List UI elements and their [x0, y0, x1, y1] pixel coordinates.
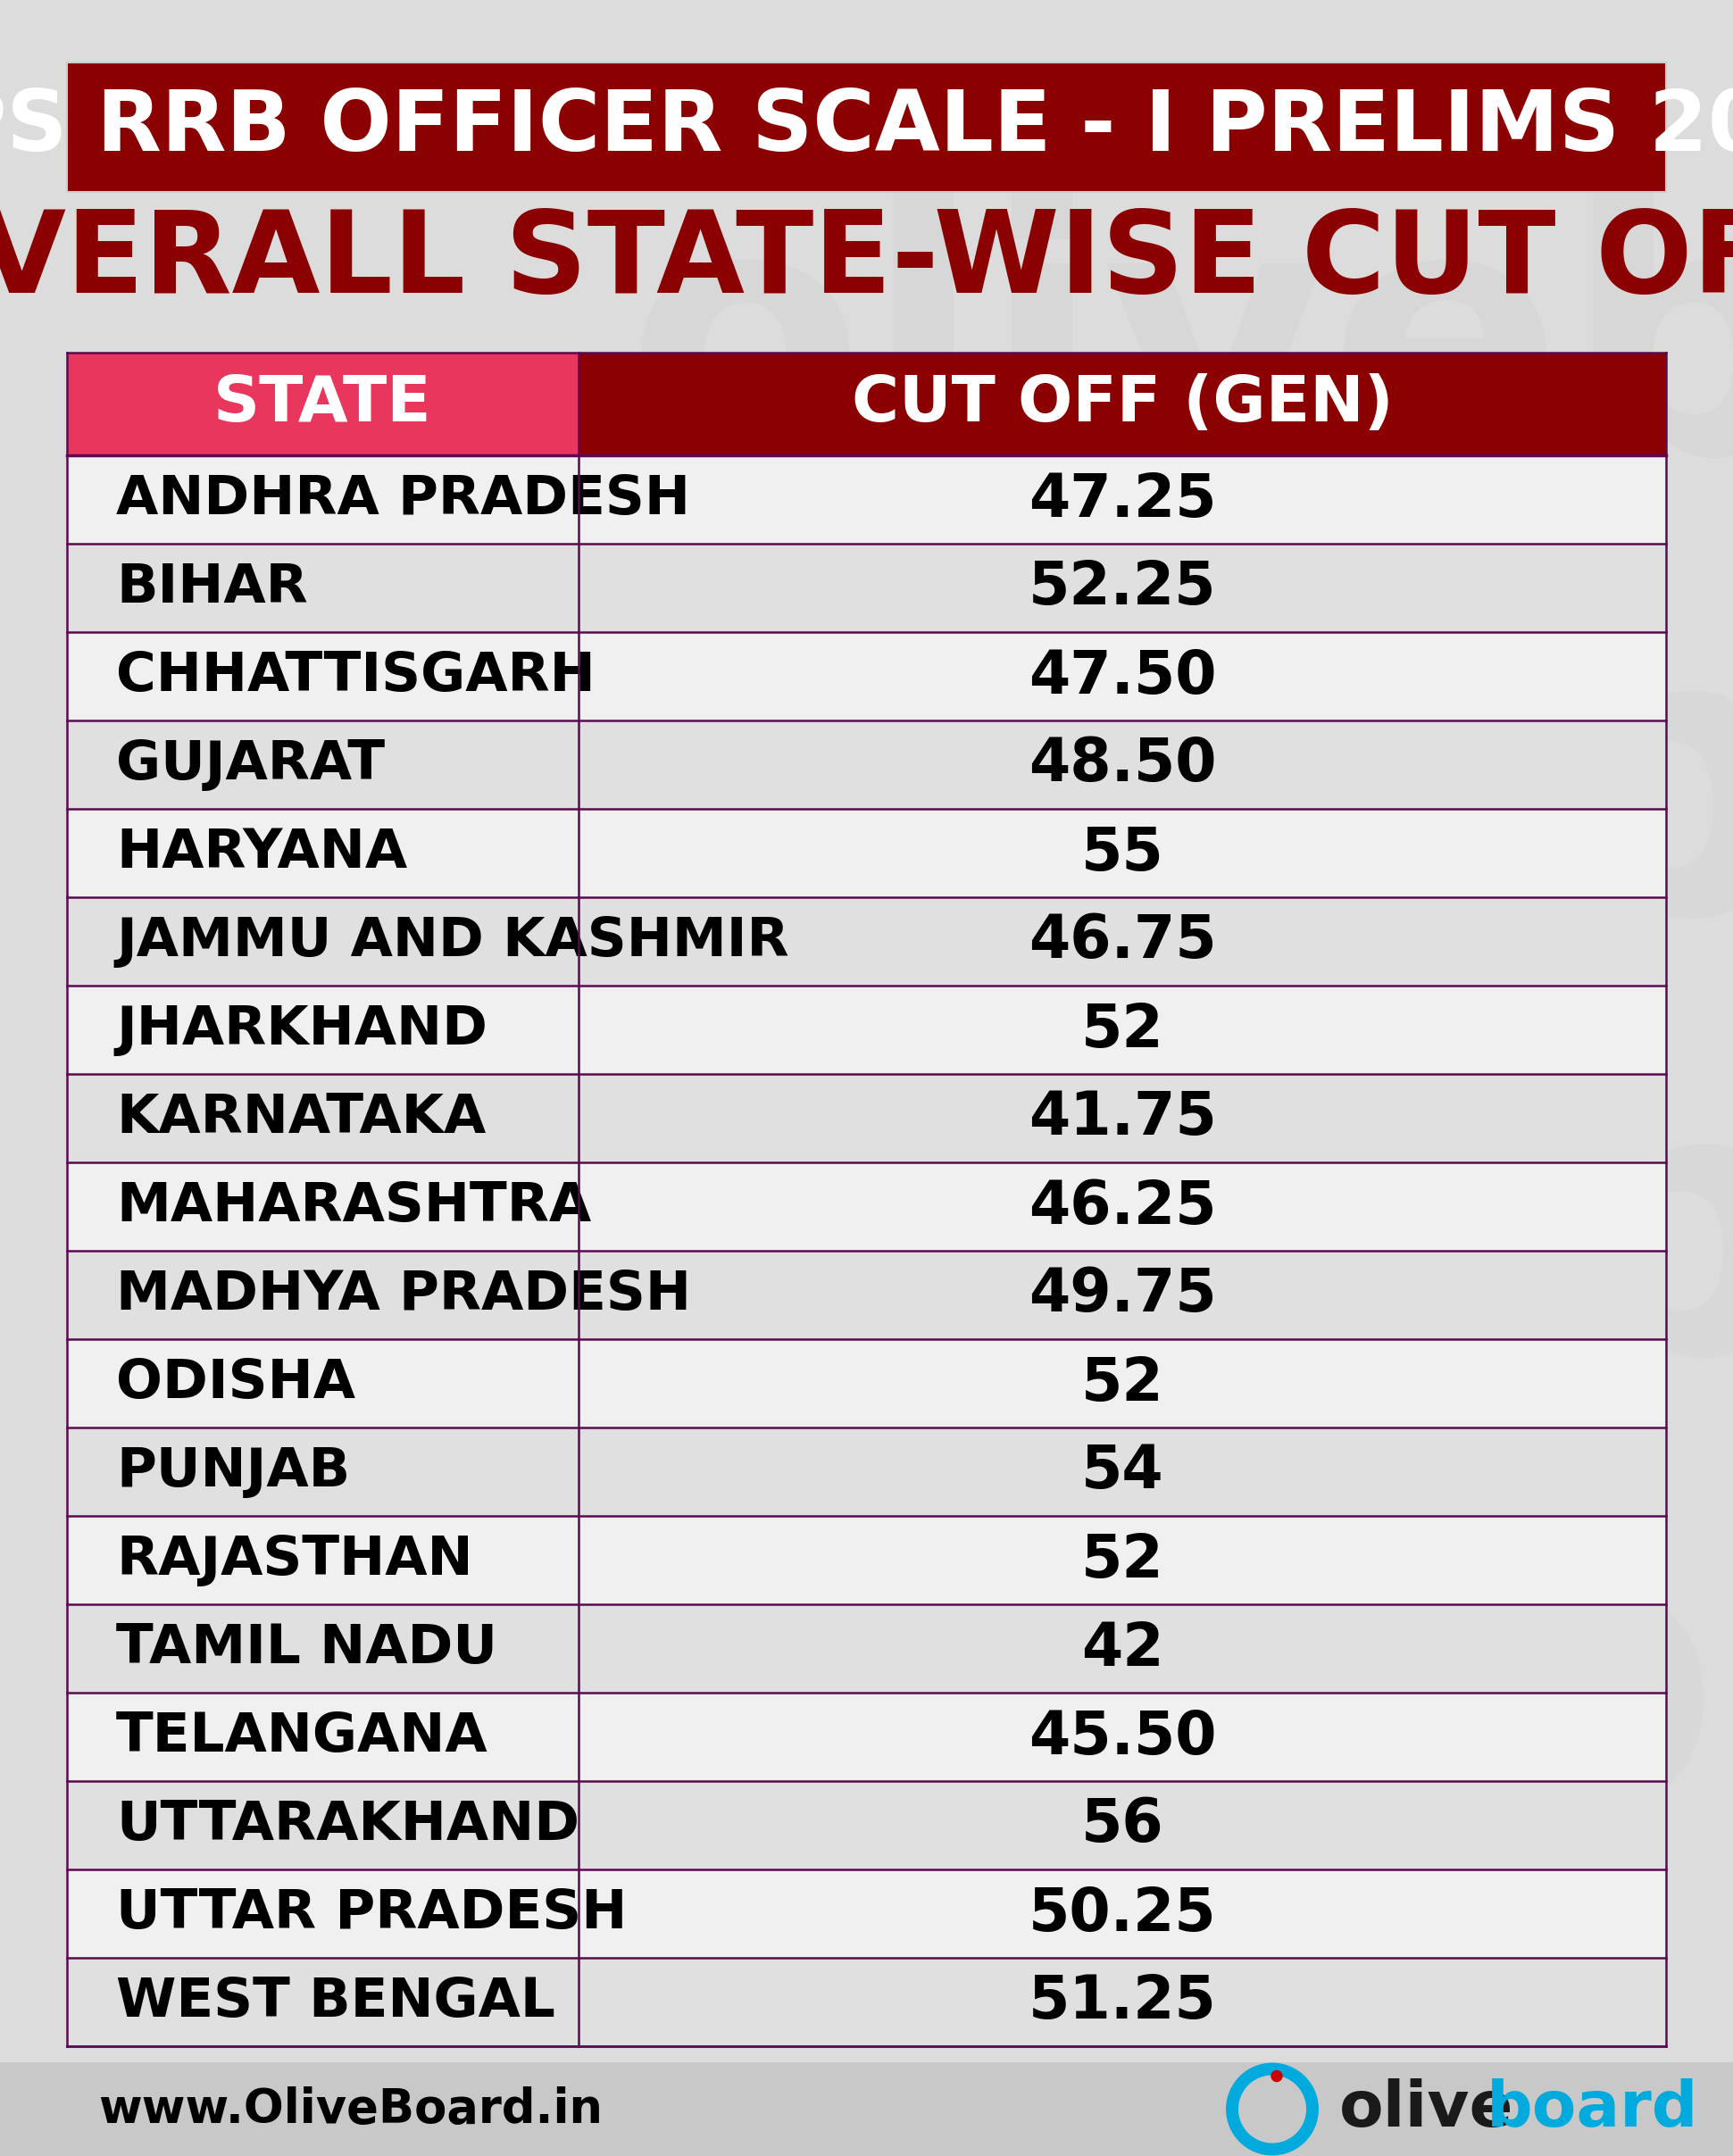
Text: JAMMU AND KASHMIR: JAMMU AND KASHMIR: [116, 914, 789, 968]
Text: WEST BENGAL: WEST BENGAL: [116, 1975, 555, 2029]
Text: 47.25: 47.25: [1028, 470, 1217, 528]
Text: JHARKHAND: JHARKHAND: [116, 1003, 487, 1056]
Text: 51.25: 51.25: [1028, 1973, 1217, 2031]
Text: GUJARAT: GUJARAT: [116, 737, 385, 791]
Text: 52: 52: [1081, 1000, 1163, 1059]
FancyBboxPatch shape: [68, 897, 1665, 985]
Text: IBPS RRB OFFICER SCALE - I PRELIMS 2017: IBPS RRB OFFICER SCALE - I PRELIMS 2017: [0, 86, 1733, 168]
Text: CHHATTISGARH: CHHATTISGARH: [116, 649, 596, 703]
Text: 54: 54: [1081, 1442, 1163, 1501]
Text: 45.50: 45.50: [1028, 1708, 1217, 1766]
Text: 48.50: 48.50: [1028, 735, 1217, 793]
FancyBboxPatch shape: [68, 720, 1665, 808]
FancyBboxPatch shape: [68, 1604, 1665, 1692]
Text: MAHARASHTRA: MAHARASHTRA: [116, 1179, 591, 1233]
Text: olive: olive: [1340, 2078, 1515, 2141]
Text: UTTAR PRADESH: UTTAR PRADESH: [116, 1886, 627, 1940]
Text: 41.75: 41.75: [1028, 1089, 1217, 1147]
Text: 55: 55: [1081, 824, 1165, 882]
FancyBboxPatch shape: [68, 1516, 1665, 1604]
FancyBboxPatch shape: [579, 354, 1665, 455]
Text: UTTARAKHAND: UTTARAKHAND: [116, 1798, 579, 1852]
Text: board: board: [1487, 2078, 1698, 2141]
Circle shape: [1272, 2070, 1282, 2081]
Text: oliveboard: oliveboard: [447, 612, 1733, 996]
Text: ANDHRA PRADESH: ANDHRA PRADESH: [116, 472, 690, 526]
Text: oliveboard: oliveboard: [490, 1522, 1733, 1871]
FancyBboxPatch shape: [68, 1162, 1665, 1250]
FancyBboxPatch shape: [68, 63, 1665, 192]
Text: www.OliveBoard.in: www.OliveBoard.in: [99, 2085, 603, 2132]
Text: BIHAR: BIHAR: [116, 561, 308, 614]
FancyBboxPatch shape: [68, 1958, 1665, 2046]
Text: 42: 42: [1081, 1619, 1163, 1677]
FancyBboxPatch shape: [68, 1250, 1665, 1339]
FancyBboxPatch shape: [68, 808, 1665, 897]
FancyBboxPatch shape: [68, 985, 1665, 1074]
Text: ODISHA: ODISHA: [116, 1356, 355, 1410]
FancyBboxPatch shape: [68, 1339, 1665, 1427]
Text: STATE: STATE: [213, 373, 432, 436]
Text: 46.25: 46.25: [1028, 1177, 1217, 1235]
Text: 52: 52: [1081, 1531, 1163, 1589]
Text: TELANGANA: TELANGANA: [116, 1710, 489, 1764]
FancyBboxPatch shape: [68, 632, 1665, 720]
Text: 46.75: 46.75: [1028, 912, 1217, 970]
Text: PUNJAB: PUNJAB: [116, 1445, 350, 1498]
Text: oliveboard: oliveboard: [535, 1069, 1733, 1429]
Text: TAMIL NADU: TAMIL NADU: [116, 1621, 497, 1675]
Text: 49.75: 49.75: [1028, 1266, 1217, 1324]
Text: KARNATAKA: KARNATAKA: [116, 1091, 485, 1145]
Text: HARYANA: HARYANA: [116, 826, 407, 880]
Text: CUT OFF (GEN): CUT OFF (GEN): [851, 373, 1393, 436]
Text: 56: 56: [1081, 1796, 1165, 1854]
FancyBboxPatch shape: [68, 1692, 1665, 1781]
FancyBboxPatch shape: [68, 1869, 1665, 1958]
Text: 50.25: 50.25: [1028, 1884, 1217, 1943]
Text: 47.50: 47.50: [1028, 647, 1217, 705]
Text: MADHYA PRADESH: MADHYA PRADESH: [116, 1268, 691, 1322]
FancyBboxPatch shape: [68, 354, 579, 455]
FancyBboxPatch shape: [68, 1427, 1665, 1516]
Text: oliveboard: oliveboard: [626, 190, 1733, 526]
FancyBboxPatch shape: [68, 455, 1665, 543]
Text: 52.25: 52.25: [1028, 558, 1217, 617]
Text: RAJASTHAN: RAJASTHAN: [116, 1533, 473, 1587]
Text: OVERALL STATE-WISE CUT OFF: OVERALL STATE-WISE CUT OFF: [0, 205, 1733, 317]
FancyBboxPatch shape: [0, 2063, 1733, 2156]
FancyBboxPatch shape: [68, 543, 1665, 632]
FancyBboxPatch shape: [68, 1074, 1665, 1162]
FancyBboxPatch shape: [68, 1781, 1665, 1869]
Text: 52: 52: [1081, 1354, 1163, 1412]
